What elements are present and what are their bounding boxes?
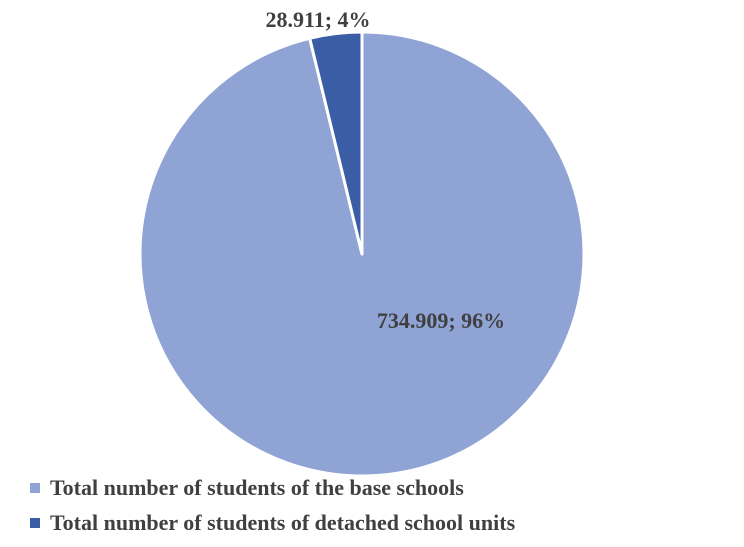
legend: Total number of students of the base sch… <box>30 475 516 535</box>
legend-swatch-2 <box>30 518 40 528</box>
pie-slice-2 <box>308 30 364 256</box>
pie-data-labels: 734.909; 96% 28.911; 4% <box>265 7 505 333</box>
data-label-1: 734.909; 96% <box>377 308 505 333</box>
data-label-2: 28.911; 4% <box>265 7 370 32</box>
pie-slices <box>138 30 586 478</box>
legend-swatch-1 <box>30 483 40 493</box>
legend-label-2: Total number of students of detached sch… <box>50 510 516 535</box>
legend-label-1: Total number of students of the base sch… <box>50 475 464 500</box>
